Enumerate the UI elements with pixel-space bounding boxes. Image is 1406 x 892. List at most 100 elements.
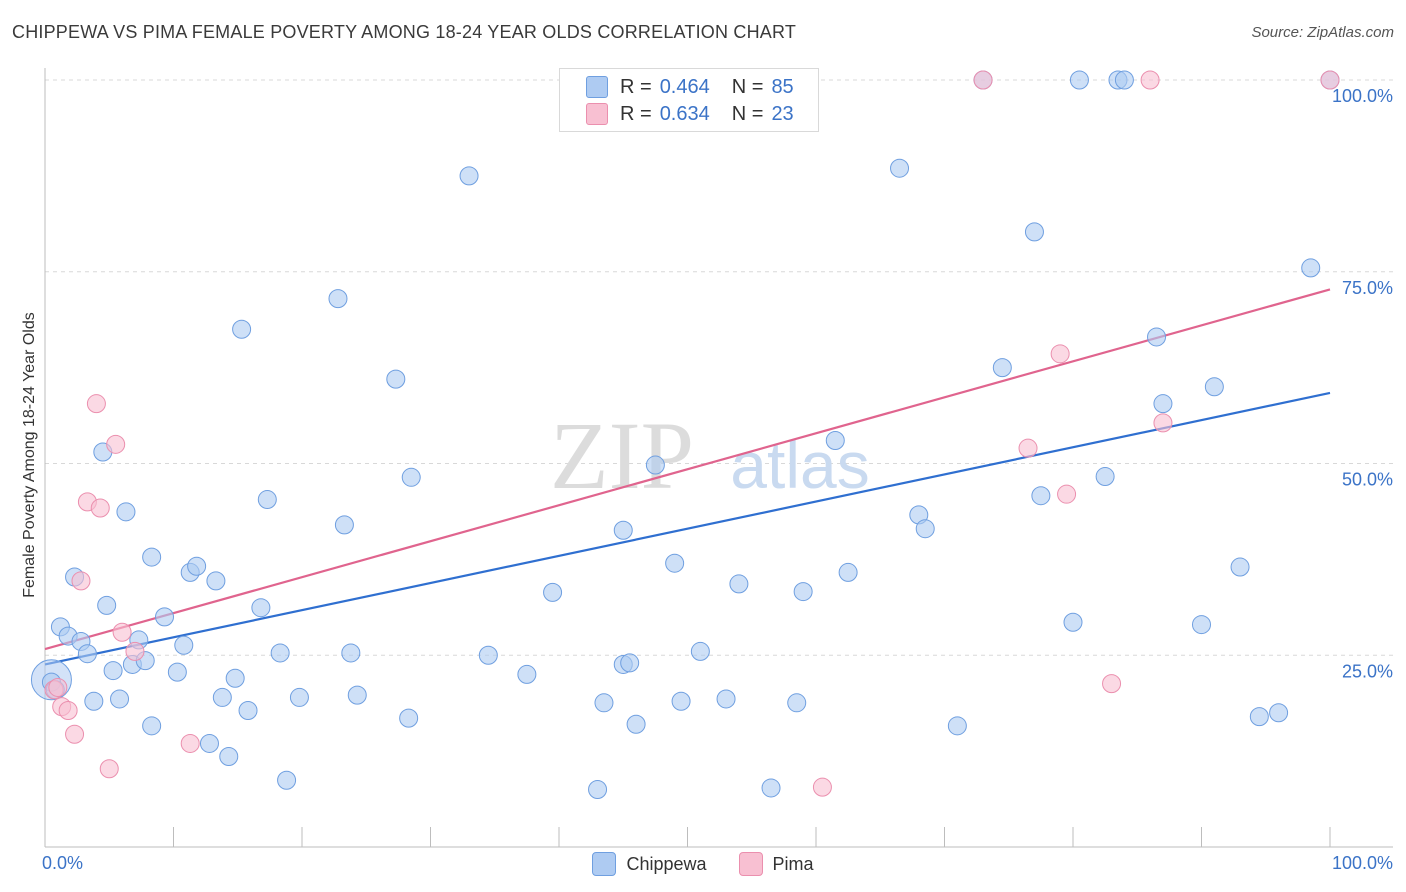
data-point-pima: [106, 434, 126, 454]
data-point-chippewa: [787, 693, 807, 713]
data-point-chippewa: [399, 708, 419, 728]
trend-line-chippewa: [44, 391, 1331, 666]
data-point-pima: [1018, 438, 1038, 458]
legend-row-pima: R = 0.634 N = 23: [586, 100, 794, 128]
trend-lines: [44, 288, 1331, 666]
data-point-chippewa: [1024, 222, 1044, 242]
x-tick-label-min: 0.0%: [42, 853, 83, 873]
series-legend: Chippewa Pima: [0, 852, 1406, 876]
data-point-chippewa: [206, 571, 226, 591]
data-point-chippewa: [1230, 557, 1250, 577]
data-point-chippewa: [665, 553, 685, 573]
data-point-chippewa: [238, 700, 258, 720]
chart-title: CHIPPEWA VS PIMA FEMALE POVERTY AMONG 18…: [12, 22, 797, 42]
watermark-atlas: atlas: [730, 428, 869, 502]
pima-swatch: [586, 103, 608, 125]
r-value: 0.634: [659, 102, 710, 125]
data-point-chippewa: [1063, 612, 1083, 632]
chippewa-swatch: [586, 76, 608, 98]
data-point-chippewa: [334, 515, 354, 535]
pima-swatch: [738, 852, 763, 876]
data-point-chippewa: [761, 778, 781, 798]
data-point-chippewa: [838, 562, 858, 582]
data-point-chippewa: [251, 598, 271, 618]
data-point-pima: [1057, 484, 1077, 504]
data-point-chippewa: [232, 319, 252, 339]
data-point-chippewa: [97, 595, 117, 615]
data-point-chippewa: [212, 687, 232, 707]
data-point-pima: [125, 641, 145, 661]
data-point-chippewa: [341, 643, 361, 663]
data-point-chippewa: [1114, 70, 1134, 90]
x-tick-label-max: 100.0%: [1332, 853, 1393, 873]
data-point-chippewa: [793, 582, 813, 602]
data-point-chippewa: [588, 779, 608, 799]
data-point-pima: [48, 677, 68, 697]
chippewa-swatch: [592, 852, 617, 876]
data-point-chippewa: [645, 455, 665, 475]
data-point-chippewa: [289, 687, 309, 707]
data-point-chippewa: [116, 502, 136, 522]
data-point-pima: [65, 724, 85, 744]
data-point-chippewa: [84, 691, 104, 711]
data-point-chippewa: [1069, 70, 1089, 90]
data-point-chippewa: [517, 664, 537, 684]
data-point-chippewa: [825, 430, 845, 450]
n-value: 23: [771, 102, 794, 125]
data-point-pima: [1050, 344, 1070, 364]
data-point-chippewa: [1204, 377, 1224, 397]
data-point-pima: [1140, 70, 1160, 90]
trend-line-pima: [44, 288, 1331, 651]
data-point-chippewa: [1031, 486, 1051, 506]
grid-lines: [45, 79, 1393, 656]
data-point-chippewa: [110, 689, 130, 709]
watermark-zip: ZIP: [550, 402, 694, 509]
data-point-chippewa: [219, 746, 239, 766]
legend-item-pima: Pima: [738, 852, 814, 876]
n-value: 85: [771, 75, 794, 98]
data-point-pima: [180, 733, 200, 753]
data-point-chippewa: [478, 645, 498, 665]
data-point-chippewa: [401, 467, 421, 487]
data-point-pima: [1102, 674, 1122, 694]
data-point-chippewa: [690, 641, 710, 661]
data-point-chippewa: [613, 520, 633, 540]
data-point-chippewa: [187, 556, 207, 576]
data-point-chippewa: [174, 635, 194, 655]
data-point-chippewa: [199, 733, 219, 753]
data-point-chippewa: [386, 369, 406, 389]
source-label: Source: ZipAtlas.com: [1251, 24, 1394, 41]
tick-labels: 25.0% 50.0% 75.0% 100.0% 0.0% 100.0%: [42, 86, 1393, 873]
data-point-chippewa: [1192, 615, 1211, 635]
data-point-pima: [90, 498, 110, 518]
data-point-chippewa: [270, 643, 290, 663]
data-point-chippewa: [257, 490, 277, 510]
data-point-chippewa: [890, 158, 910, 178]
data-point-pima: [99, 759, 119, 779]
y-tick-label: 100.0%: [1332, 86, 1393, 106]
data-point-chippewa: [1249, 707, 1269, 727]
data-point-chippewa: [77, 644, 97, 664]
y-tick-label: 75.0%: [1342, 278, 1393, 298]
y-tick-label: 25.0%: [1342, 661, 1393, 681]
data-point-chippewa: [167, 662, 187, 682]
data-point-chippewa: [947, 716, 967, 736]
r-label: R =: [620, 75, 652, 98]
data-point-chippewa: [1095, 467, 1115, 487]
data-point-chippewa: [459, 166, 479, 186]
data-point-pima: [86, 394, 106, 414]
data-point-pima: [71, 571, 91, 591]
data-point-chippewa: [142, 716, 162, 736]
legend-label-pima: Pima: [772, 853, 814, 874]
data-point-chippewa: [594, 693, 614, 713]
data-point-chippewa: [1147, 327, 1167, 347]
watermark: ZIP atlas: [550, 402, 870, 509]
data-point-chippewa: [277, 770, 297, 790]
data-point-chippewa: [1269, 703, 1289, 723]
data-point-pima: [973, 70, 993, 90]
data-point-chippewa: [543, 582, 563, 602]
data-point-pima: [58, 700, 78, 720]
data-point-chippewa: [225, 668, 245, 688]
data-point-chippewa: [992, 358, 1012, 378]
